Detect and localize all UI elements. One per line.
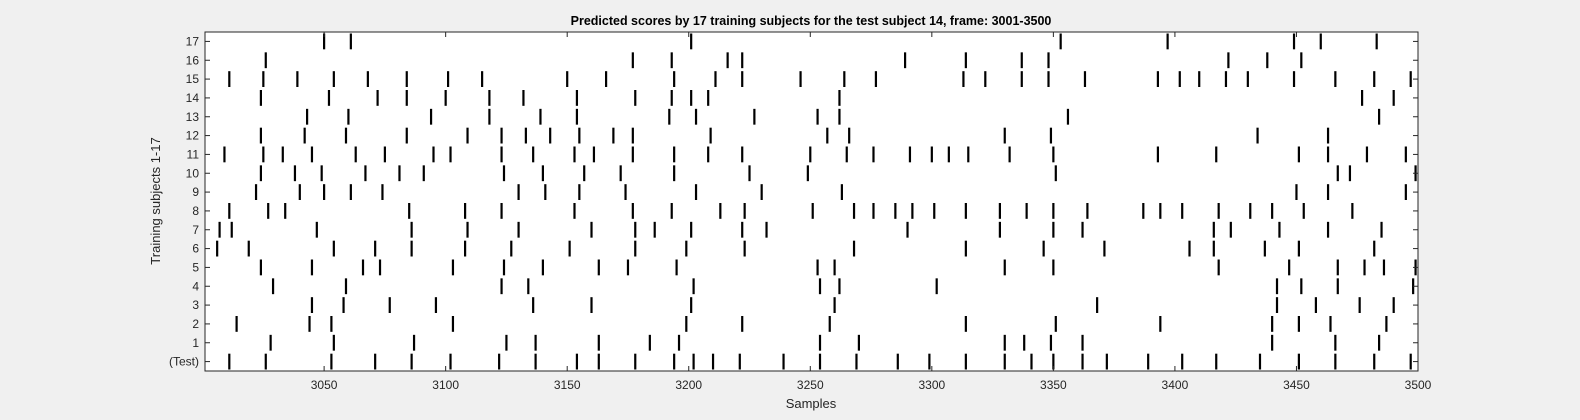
y-tick-label-7: 7	[192, 223, 199, 237]
x-tick-label-1: 3100	[432, 378, 459, 392]
y-tick-label-0: (Test)	[169, 355, 199, 369]
x-axis: 3050 3100 3150 3200 3250 3300 3350 3400 3450 3500	[311, 32, 1432, 392]
y-axis-label: Training subjects 1-17	[148, 137, 163, 264]
x-tick-label-2: 3150	[554, 378, 581, 392]
y-tick-label-16: 16	[186, 53, 200, 67]
y-tick-label-2: 2	[192, 317, 199, 331]
y-tick-label-4: 4	[192, 279, 199, 293]
y-tick-label-15: 15	[186, 72, 200, 86]
y-tick-label-1: 1	[192, 336, 199, 350]
events-layer	[216, 33, 1417, 370]
y-tick-label-14: 14	[186, 91, 200, 105]
y-tick-label-13: 13	[186, 110, 200, 124]
x-tick-label-4: 3250	[797, 378, 824, 392]
y-tick-label-17: 17	[186, 34, 200, 48]
x-tick-label-5: 3300	[918, 378, 945, 392]
x-tick-label-9: 3500	[1405, 378, 1432, 392]
y-tick-label-10: 10	[186, 166, 200, 180]
y-tick-label-9: 9	[192, 185, 199, 199]
y-tick-label-3: 3	[192, 298, 199, 312]
y-tick-label-12: 12	[186, 129, 200, 143]
x-tick-label-6: 3350	[1040, 378, 1067, 392]
x-tick-label-3: 3200	[675, 378, 702, 392]
x-tick-label-0: 3050	[311, 378, 338, 392]
x-axis-label: Samples	[786, 396, 837, 411]
x-tick-label-7: 3400	[1162, 378, 1189, 392]
y-tick-label-6: 6	[192, 242, 199, 256]
y-tick-label-5: 5	[192, 260, 199, 274]
chart-title: Predicted scores by 17 training subjects…	[571, 14, 1052, 28]
y-tick-label-11: 11	[187, 147, 200, 161]
y-tick-label-8: 8	[192, 204, 199, 218]
plot-area	[204, 31, 1419, 372]
x-tick-label-8: 3450	[1283, 378, 1310, 392]
